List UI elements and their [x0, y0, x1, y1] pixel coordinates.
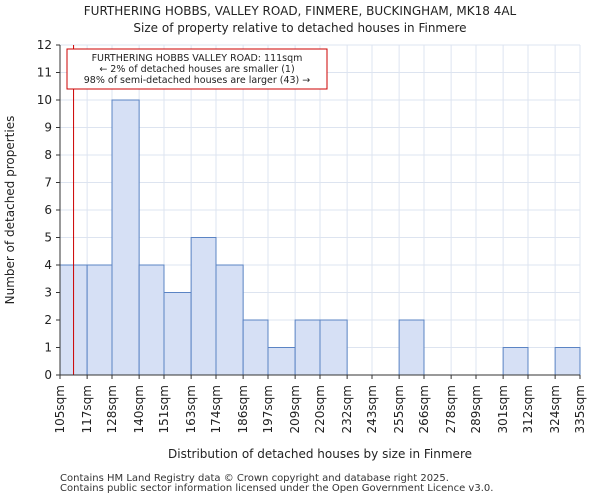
- footer-line-2: Contains public sector information licen…: [60, 483, 494, 494]
- x-tick-label: 220sqm: [313, 385, 327, 433]
- annotation-line: FURTHERING HOBBS VALLEY ROAD: 111sqm: [92, 53, 303, 64]
- x-tick-label: 140sqm: [132, 385, 146, 433]
- x-tick-label: 174sqm: [209, 385, 223, 433]
- x-tick-label: 232sqm: [340, 385, 354, 433]
- y-tick-label: 0: [44, 368, 52, 382]
- histogram-bar: [554, 347, 581, 376]
- histogram-bar: [242, 319, 269, 376]
- histogram-bar: [190, 237, 217, 376]
- histogram-bar: [267, 347, 296, 376]
- x-tick-label: 186sqm: [236, 385, 250, 433]
- annotation-line: ← 2% of detached houses are smaller (1): [99, 64, 294, 75]
- histogram-bar: [215, 264, 244, 376]
- x-tick-label: 128sqm: [105, 385, 119, 433]
- histogram-bar: [502, 347, 529, 376]
- y-tick-label: 4: [44, 258, 52, 272]
- histogram-bar: [319, 319, 348, 376]
- x-tick-label: 255sqm: [392, 385, 406, 433]
- y-tick-label: 2: [44, 313, 52, 327]
- x-tick-label: 278sqm: [444, 385, 458, 433]
- histogram-bar: [163, 292, 192, 376]
- annotation-line: 98% of semi-detached houses are larger (…: [84, 75, 311, 86]
- x-tick-label: 151sqm: [157, 385, 171, 433]
- y-tick-label: 10: [37, 93, 52, 107]
- x-tick-label: 197sqm: [261, 385, 275, 433]
- histogram-bar: [111, 99, 140, 376]
- x-axis-title: Distribution of detached houses by size …: [168, 447, 472, 461]
- x-tick-label: 324sqm: [548, 385, 562, 433]
- y-tick-label: 6: [44, 203, 52, 217]
- y-tick-label: 11: [37, 66, 52, 80]
- x-tick-label: 312sqm: [521, 385, 535, 433]
- x-tick-label: 301sqm: [496, 385, 510, 433]
- x-tick-label: 209sqm: [288, 385, 302, 433]
- y-tick-label: 5: [44, 231, 52, 245]
- x-tick-label: 117sqm: [80, 385, 94, 433]
- y-tick-label: 12: [37, 38, 52, 52]
- y-tick-label: 9: [44, 121, 52, 135]
- chart-subtitle: Size of property relative to detached ho…: [133, 21, 467, 35]
- y-tick-label: 3: [44, 286, 52, 300]
- y-tick-label: 8: [44, 148, 52, 162]
- y-axis-title: Number of detached properties: [3, 116, 17, 305]
- x-tick-label: 243sqm: [365, 385, 379, 433]
- histogram-bar: [138, 264, 165, 376]
- x-tick-label: 163sqm: [184, 385, 198, 433]
- footer-line-1: Contains HM Land Registry data © Crown c…: [60, 473, 449, 484]
- y-tick-label: 7: [44, 176, 52, 190]
- chart-title: FURTHERING HOBBS, VALLEY ROAD, FINMERE, …: [83, 4, 517, 18]
- histogram-bar: [86, 264, 113, 376]
- x-tick-label: 289sqm: [469, 385, 483, 433]
- y-tick-label: 1: [44, 341, 52, 355]
- histogram-bar: [398, 319, 425, 376]
- histogram-bar: [294, 319, 321, 376]
- histogram-chart: FURTHERING HOBBS VALLEY ROAD: 111sqm← 2%…: [3, 38, 587, 461]
- x-tick-label: 105sqm: [53, 385, 67, 433]
- x-tick-label: 266sqm: [417, 385, 431, 433]
- annotation-box: [66, 48, 328, 90]
- x-tick-label: 335sqm: [573, 385, 587, 433]
